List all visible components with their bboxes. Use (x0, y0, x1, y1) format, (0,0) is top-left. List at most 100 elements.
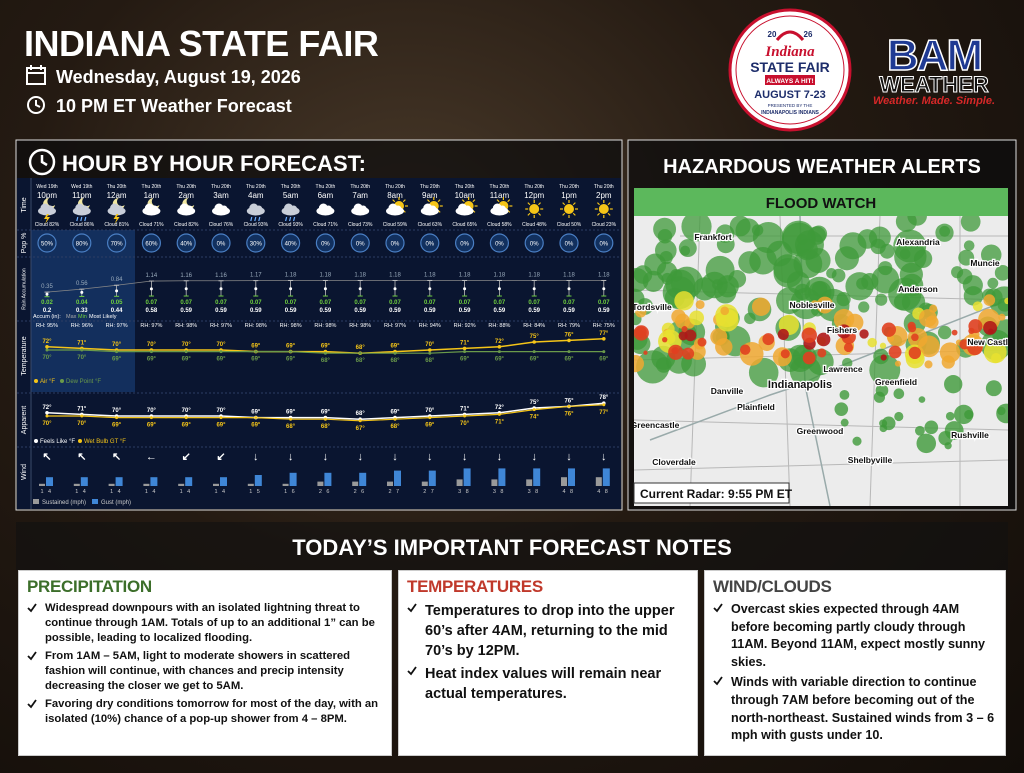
legend-label: Air °F (40, 379, 55, 385)
pop-circle (524, 233, 544, 253)
wind-direction: ↓ (392, 451, 398, 463)
air-temp-label: 69° (390, 344, 400, 350)
rain-max-label: 1.16 (215, 273, 227, 279)
feels-like-point (45, 411, 49, 415)
rain-max-label: 1.18 (528, 272, 540, 278)
rh-label: RH: 79% (558, 323, 580, 329)
wet-bulb-point (45, 414, 49, 418)
cloud-label: Cloud 50% (557, 222, 582, 228)
radar-echo (945, 411, 955, 421)
rain-likely (532, 287, 536, 291)
rain-likely (393, 287, 397, 291)
city-label: Anderson (898, 284, 938, 294)
gust-label: 4 (222, 489, 225, 495)
air-temp-label: 72° (495, 339, 505, 345)
pop-circle (246, 233, 266, 253)
row-label: Wind (21, 464, 28, 480)
radar-echo (869, 354, 901, 386)
city-label: Greencastle (631, 420, 680, 430)
pop-circle (559, 233, 579, 253)
sustained-bar (456, 479, 463, 486)
dew-point-label: 69° (286, 357, 296, 363)
rain-likely-label: 0.59 (354, 308, 366, 314)
rain-max-label: 1.16 (180, 273, 192, 279)
fair-logo: 20 26 Indiana STATE FAIR ALWAYS A HIT! A… (728, 8, 852, 132)
note-heading: TEMPERATURES (407, 577, 543, 596)
radar-echo (682, 347, 695, 360)
dew-point-label: 70° (42, 355, 52, 361)
dew-point-point (289, 350, 293, 354)
legend-label: Dew Point °F (66, 379, 101, 385)
rain-max-label: 1.18 (354, 272, 366, 278)
note-text: Overcast skies expected through 4AM befo… (731, 602, 986, 669)
gust-label: 4 (152, 489, 155, 495)
weather-icon (420, 197, 443, 216)
rain-likely (45, 292, 49, 296)
rain-drop (258, 216, 261, 222)
hourly-title: HOUR BY HOUR FORECAST: (62, 151, 366, 176)
bolt (113, 214, 120, 224)
note-bullet: Temperatures to drop into the upper 60’s… (407, 601, 689, 661)
rain-likely-label: 0.59 (528, 308, 540, 314)
wind-direction: ↖ (42, 451, 51, 463)
air-temp-point (45, 345, 49, 349)
radar-echo (907, 216, 927, 226)
wet-bulb-label: 70° (460, 421, 470, 427)
sustained-label: 3 (493, 489, 496, 495)
wet-bulb-label: 74° (530, 415, 540, 421)
air-temp-label: 75° (530, 334, 540, 340)
rain-max-label: 1.18 (285, 272, 297, 278)
gust-bar (220, 477, 227, 486)
wind-direction: ↙ (182, 451, 191, 463)
rain-likely-label: 0.59 (250, 308, 262, 314)
pop-label: 0% (391, 242, 400, 248)
pop-label: 0% (460, 242, 469, 248)
brand-logo: BAM WEATHER Weather. Made. Simple. (873, 30, 995, 107)
feels-like-label: 70° (216, 408, 226, 414)
wind-direction: ↓ (323, 451, 329, 463)
pop-label: 0% (530, 242, 539, 248)
radar-echo (635, 306, 647, 318)
radar-echo (908, 324, 917, 333)
sun-ray (472, 199, 476, 203)
feels-like-label: 69° (390, 410, 400, 416)
radar-echo (951, 266, 964, 279)
pop-circle (211, 233, 231, 253)
radar-echo (996, 403, 1008, 424)
rain-max-label: 1.18 (598, 272, 610, 278)
rain-likely-label: 0.59 (285, 308, 297, 314)
wet-bulb-point (567, 404, 571, 408)
cloud (464, 205, 472, 213)
pop-circle (420, 233, 440, 253)
radar-echo (810, 300, 819, 309)
rain-min-label: 0.07 (215, 300, 227, 306)
legend-label: Wet Bulb GT °F (84, 439, 126, 445)
wind-direction: ↓ (601, 451, 607, 463)
air-temp-label: 69° (251, 344, 261, 350)
radar-echo (716, 235, 735, 254)
radar-echo (987, 277, 999, 289)
day-label: Thu 20th (420, 184, 440, 190)
sun-ray (597, 212, 600, 216)
dew-point-point (45, 348, 49, 352)
radar-echo (980, 244, 1002, 265)
logo-year: 20 (768, 30, 777, 39)
radar-echo (836, 324, 851, 339)
rain-min-label: 0.07 (528, 300, 540, 306)
rh-label: RH: 97% (140, 323, 162, 329)
radar-echo (780, 349, 790, 359)
note-text: From 1AM – 5AM, light to moderate shower… (45, 650, 351, 692)
page-title: INDIANA STATE FAIR (24, 23, 379, 64)
radar-echo (963, 240, 975, 251)
wind-direction: ↓ (497, 451, 503, 463)
sun-ray (572, 212, 576, 216)
air-temp-label: 69° (286, 344, 296, 350)
gust-label: 6 (326, 489, 329, 495)
air-temp-label: 70° (112, 342, 122, 348)
air-temp-label: 71° (460, 340, 470, 346)
wind-direction: ↖ (77, 451, 86, 463)
gust-label: 6 (361, 489, 364, 495)
radar-echo (859, 329, 869, 339)
bolt (44, 214, 50, 224)
radar-echo (879, 243, 895, 259)
